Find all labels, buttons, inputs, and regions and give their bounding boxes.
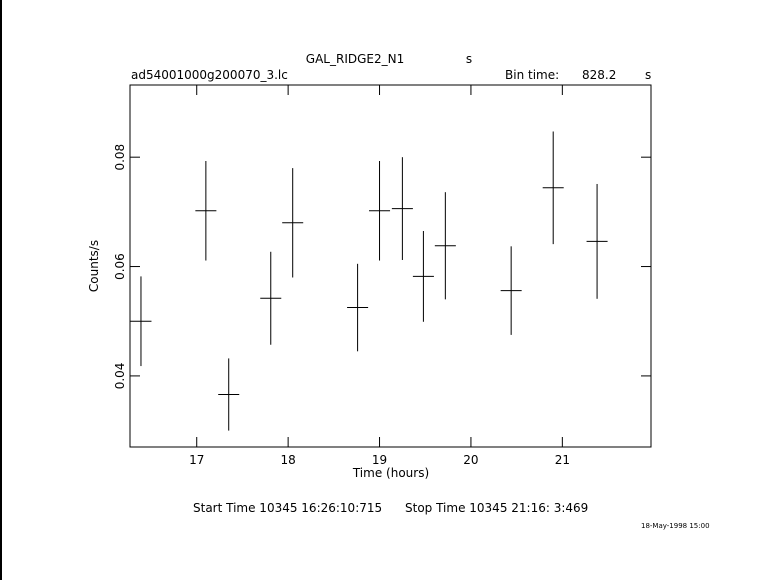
x-tick-label: 19 <box>372 453 387 467</box>
x-tick-label: 18 <box>280 453 295 467</box>
y-tick-label: 0.08 <box>113 144 127 171</box>
y-tick-label: 0.06 <box>113 253 127 280</box>
x-tick-label: 21 <box>555 453 570 467</box>
stop-time: Stop Time 10345 21:16: 3:469 <box>405 501 588 515</box>
plot-frame <box>129 84 652 448</box>
title-unit: s <box>466 52 472 66</box>
bin-time-unit: s <box>645 68 651 82</box>
file-label: ad54001000g200070_3.lc <box>131 68 288 82</box>
bin-time-label: Bin time: <box>505 68 559 82</box>
chart-title: GAL_RIDGE2_N1 <box>306 52 404 66</box>
bin-time: 828.2 <box>582 68 616 82</box>
start-time: Start Time 10345 16:26:10:715 <box>193 501 382 515</box>
x-tick-label: 20 <box>463 453 478 467</box>
y-axis-label: Counts/s <box>87 240 101 292</box>
x-axis-label: Time (hours) <box>352 466 429 480</box>
y-tick-label: 0.04 <box>113 363 127 390</box>
date-stamp: 18-May-1998 15:00 <box>641 522 710 530</box>
x-tick-label: 17 <box>189 453 204 467</box>
